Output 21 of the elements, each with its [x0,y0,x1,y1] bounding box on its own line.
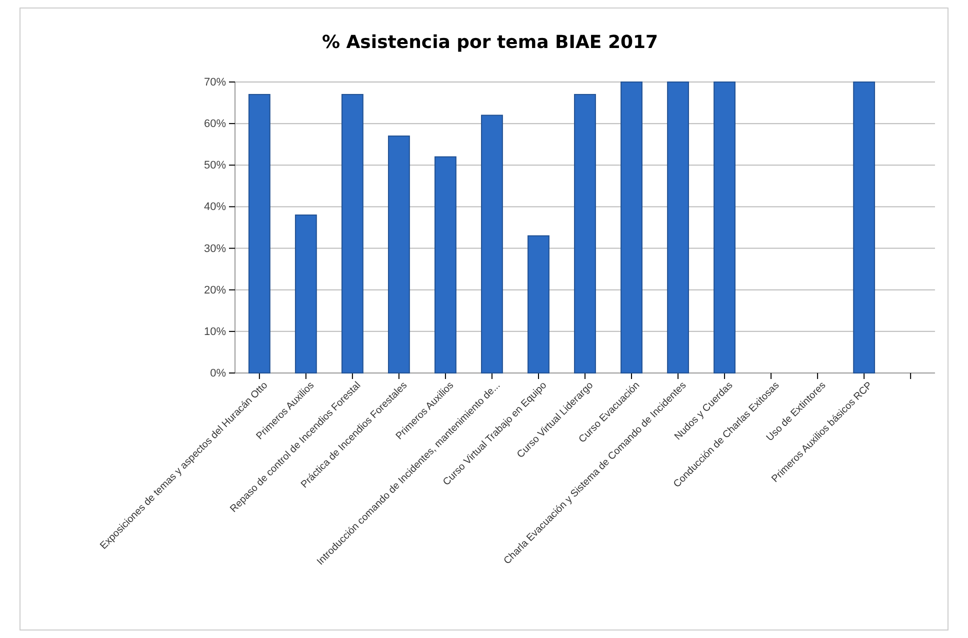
bar [341,94,364,374]
bar [294,214,317,374]
bar [667,82,689,374]
bar [714,82,736,374]
bar [248,94,270,374]
y-tick-label: 40% [204,201,226,214]
y-tick-label: 30% [204,242,226,255]
y-tick-label: 0% [210,368,226,380]
y-tick-label: 70% [204,76,226,89]
y-tick-label: 10% [204,326,226,338]
bar [620,82,642,374]
bar [528,235,550,374]
y-tick-label: 20% [204,284,226,296]
y-tick-label: 60% [204,118,226,130]
y-tick-label: 50% [204,160,226,172]
bar [481,114,503,374]
chart-title: % Asistencia por tema BIAE 2017 [322,32,658,53]
bar [434,156,456,374]
bar [388,136,410,374]
bar [853,82,876,374]
bar [574,94,596,374]
